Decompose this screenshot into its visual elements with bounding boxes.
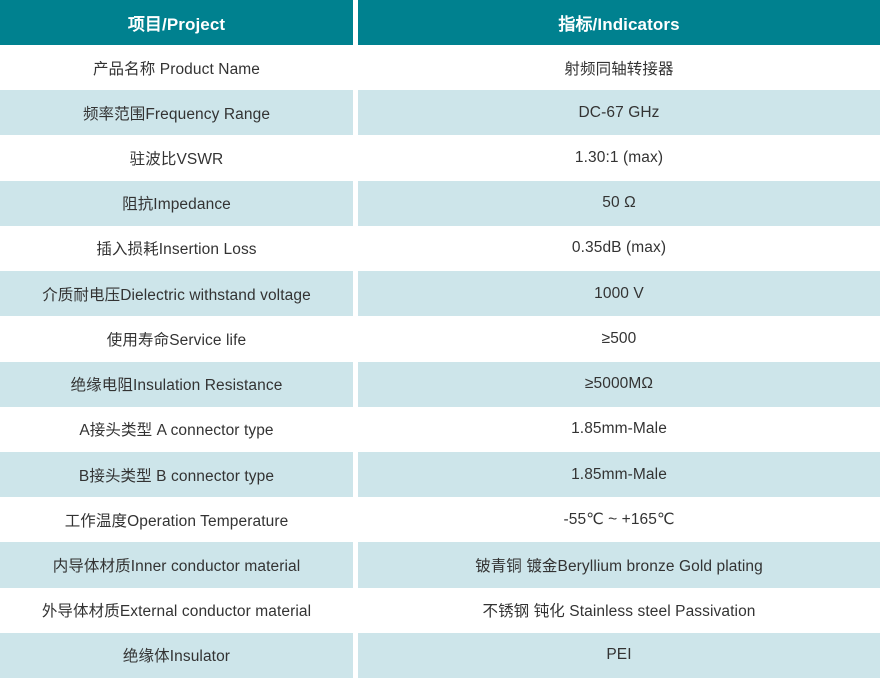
indicator-cell: 1.85mm-Male [358,451,880,498]
indicator-cell: 不锈钢 钝化 Stainless steel Passivation [358,587,880,633]
project-cell: B接头类型 B connector type [0,451,353,498]
project-cell: 驻波比VSWR [0,135,353,181]
project-cell: 绝缘电阻Insulation Resistance [0,361,353,407]
indicator-cell: PEI [358,632,880,678]
project-cell: 外导体材质External conductor material [0,587,353,633]
table-row: 工作温度Operation Temperature -55℃ ~ +165℃ [0,497,880,543]
project-cell: 频率范围Frequency Range [0,90,353,136]
indicator-cell: ≥5000MΩ [358,361,880,407]
project-cell: 阻抗Impedance [0,180,353,226]
column-header-project: 项目/Project [0,0,353,45]
table-row: 外导体材质External conductor material 不锈钢 钝化 … [0,587,880,633]
project-cell: 产品名称 Product Name [0,45,353,91]
table-row: 驻波比VSWR 1.30:1 (max) [0,135,880,181]
table-row: 绝缘体Insulator PEI [0,632,880,678]
table-row: 产品名称 Product Name 射频同轴转接器 [0,45,880,91]
table-row: 阻抗Impedance 50 Ω [0,180,880,226]
table-row: 内导体材质Inner conductor material 铍青铜 镀金Bery… [0,542,880,588]
table-row: A接头类型 A connector type 1.85mm-Male [0,406,880,452]
table-row: 绝缘电阻Insulation Resistance ≥5000MΩ [0,361,880,407]
indicator-cell: 铍青铜 镀金Beryllium bronze Gold plating [358,542,880,588]
indicator-cell: 1.85mm-Male [358,406,880,452]
indicator-cell: 1.30:1 (max) [358,135,880,181]
table-row: 使用寿命Service life ≥500 [0,316,880,362]
project-cell: 使用寿命Service life [0,316,353,362]
project-cell: 插入损耗Insertion Loss [0,225,353,272]
project-cell: 工作温度Operation Temperature [0,497,353,543]
project-cell: A接头类型 A connector type [0,406,353,452]
indicator-cell: 1000 V [358,271,880,317]
table-row: B接头类型 B connector type 1.85mm-Male [0,451,880,498]
column-header-indicators: 指标/Indicators [358,0,880,45]
project-cell: 内导体材质Inner conductor material [0,542,353,588]
table-row: 介质耐电压Dielectric withstand voltage 1000 V [0,271,880,317]
table-row: 插入损耗Insertion Loss 0.35dB (max) [0,225,880,272]
table-row: 频率范围Frequency Range DC-67 GHz [0,90,880,136]
indicator-cell: 0.35dB (max) [358,225,880,272]
indicator-cell: 50 Ω [358,180,880,226]
table-body: 产品名称 Product Name 射频同轴转接器 频率范围Frequency … [0,45,880,678]
indicator-cell: ≥500 [358,316,880,362]
indicator-cell: -55℃ ~ +165℃ [358,497,880,543]
project-cell: 介质耐电压Dielectric withstand voltage [0,271,353,317]
indicator-cell: 射频同轴转接器 [358,45,880,91]
indicator-cell: DC-67 GHz [358,90,880,136]
table-header-row: 项目/Project 指标/Indicators [0,0,880,45]
project-cell: 绝缘体Insulator [0,632,353,678]
